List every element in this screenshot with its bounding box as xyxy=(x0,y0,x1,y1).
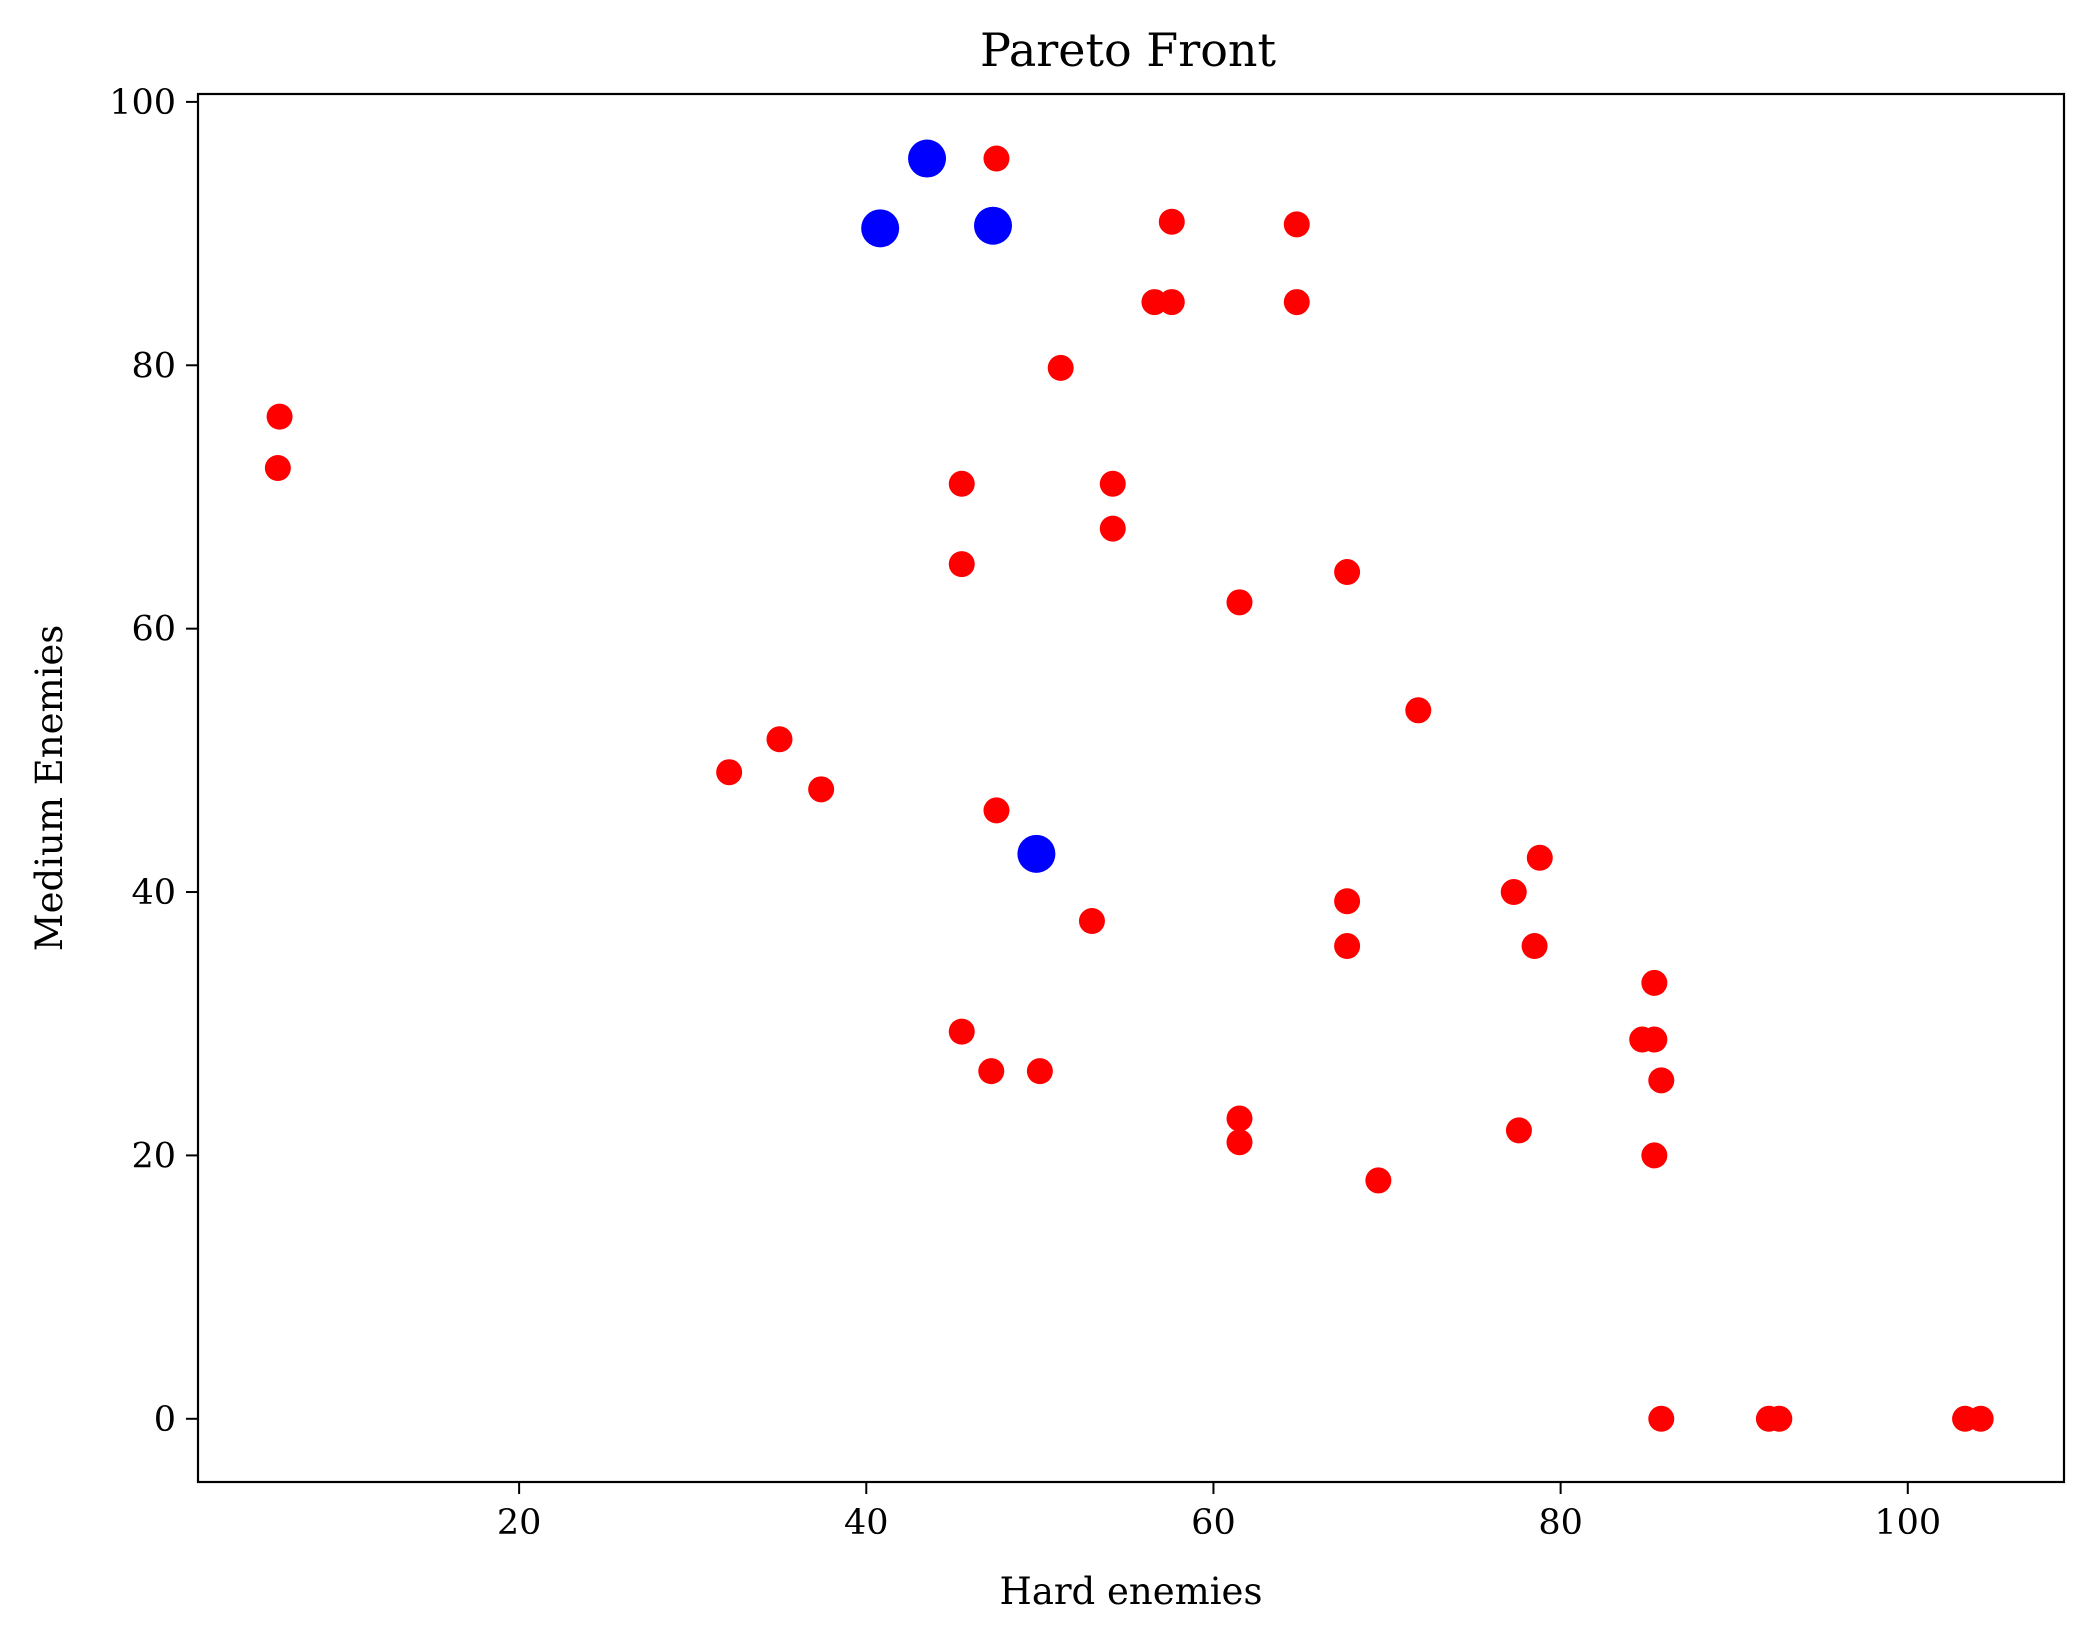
data-point xyxy=(1158,289,1185,316)
y-tick-label: 20 xyxy=(131,1136,176,1176)
scatter-points xyxy=(264,139,1994,1432)
y-tick-label: 60 xyxy=(131,610,176,650)
data-point xyxy=(1283,289,1310,316)
data-point xyxy=(948,470,975,497)
data-point xyxy=(1099,470,1126,497)
pareto-point xyxy=(974,206,1013,245)
data-point xyxy=(1226,589,1253,616)
data-point xyxy=(1334,559,1361,586)
data-point xyxy=(983,145,1010,172)
y-axis-ticks: 0 20 40 60 80 100 xyxy=(109,83,198,1440)
x-tick-label: 100 xyxy=(1874,1503,1941,1543)
data-point xyxy=(983,797,1010,824)
pareto-point xyxy=(1017,834,1056,873)
pareto-point xyxy=(861,209,900,248)
data-point xyxy=(1641,1142,1668,1169)
data-point xyxy=(1641,969,1668,996)
data-point xyxy=(1099,515,1126,542)
chart-title: Pareto Front xyxy=(980,23,1277,77)
y-tick-label: 0 xyxy=(154,1400,176,1440)
data-point xyxy=(1047,354,1074,381)
data-point xyxy=(978,1058,1005,1085)
data-point xyxy=(266,403,293,430)
y-tick-label: 40 xyxy=(131,873,176,913)
data-point xyxy=(1766,1405,1793,1432)
x-axis-ticks: 20 40 60 80 100 xyxy=(497,1482,1941,1543)
data-point xyxy=(1526,844,1553,871)
y-tick-label: 100 xyxy=(109,83,176,123)
data-point xyxy=(1500,879,1527,906)
data-point xyxy=(1365,1167,1392,1194)
data-point xyxy=(1641,1026,1668,1053)
y-tick-label: 80 xyxy=(131,346,176,386)
data-point xyxy=(948,1018,975,1045)
data-point xyxy=(1521,933,1548,960)
data-point xyxy=(1226,1105,1253,1132)
y-axis-label: Medium Enemies xyxy=(28,625,71,952)
data-point xyxy=(1334,888,1361,915)
x-tick-label: 40 xyxy=(844,1503,889,1543)
data-point xyxy=(808,776,835,803)
data-point xyxy=(1283,211,1310,238)
data-point xyxy=(264,454,291,481)
x-axis-label: Hard enemies xyxy=(1000,1570,1263,1613)
data-point xyxy=(1026,1058,1053,1085)
data-point xyxy=(1967,1405,1994,1432)
data-point xyxy=(1158,208,1185,235)
data-point xyxy=(1078,908,1105,935)
data-point xyxy=(948,551,975,578)
x-tick-label: 20 xyxy=(497,1503,542,1543)
data-point xyxy=(1226,1129,1253,1156)
x-tick-label: 60 xyxy=(1191,1503,1236,1543)
data-point xyxy=(1334,933,1361,960)
plot-frame xyxy=(196,92,2066,1484)
data-point xyxy=(716,759,743,786)
data-point xyxy=(1648,1067,1675,1094)
data-point xyxy=(1405,697,1432,724)
data-point xyxy=(1505,1117,1532,1144)
data-point xyxy=(1648,1405,1675,1432)
pareto-point xyxy=(908,139,947,178)
data-point xyxy=(766,726,793,753)
x-tick-label: 80 xyxy=(1538,1503,1583,1543)
